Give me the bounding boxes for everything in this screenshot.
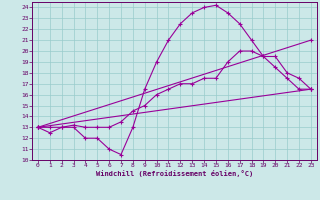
X-axis label: Windchill (Refroidissement éolien,°C): Windchill (Refroidissement éolien,°C) [96,170,253,177]
